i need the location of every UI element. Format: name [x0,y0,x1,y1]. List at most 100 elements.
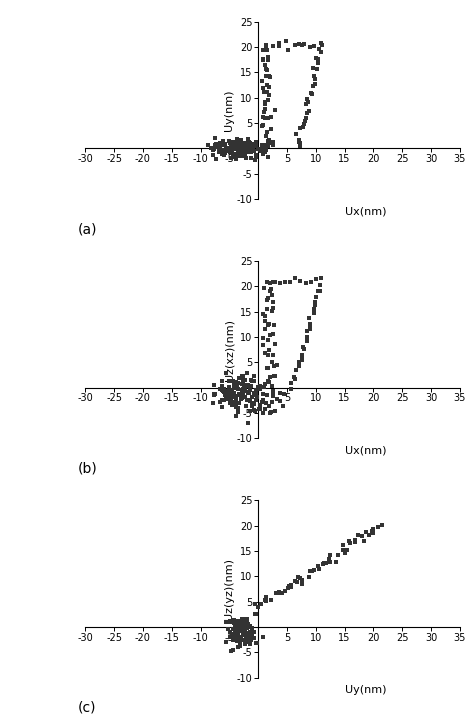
Point [235,398,243,410]
Point [234,143,242,154]
Point [292,128,300,140]
Point [264,294,271,306]
Point [256,144,264,156]
Point [281,276,289,288]
Point [295,136,303,148]
Point [258,381,265,393]
Point [243,143,250,155]
Point [264,350,272,361]
Point [237,147,244,159]
Point [305,105,312,117]
Point [299,574,306,585]
Point [245,146,253,158]
Point [260,82,267,94]
Point [207,142,215,154]
Point [276,387,283,399]
Point [222,636,229,647]
Point [250,146,257,157]
Point [241,623,248,634]
Point [264,94,272,106]
Point [231,143,239,154]
Point [262,39,270,50]
Point [241,628,249,640]
Point [241,627,248,639]
Point [229,634,237,646]
Point [276,396,284,407]
Point [244,379,252,390]
Point [235,144,243,156]
Y-axis label: Uz(xz)(nm): Uz(xz)(nm) [224,319,234,381]
Point [232,410,240,421]
Point [241,385,248,397]
Point [259,309,266,320]
Point [246,138,253,149]
Point [250,145,257,156]
Point [258,139,266,151]
Point [269,306,276,317]
Point [238,614,246,625]
Point [369,527,377,539]
Point [271,277,279,288]
Point [246,621,254,632]
Point [228,136,236,148]
Point [236,624,244,636]
Point [222,616,229,628]
Point [269,390,276,402]
Point [317,280,324,291]
Point [276,40,283,51]
Point [316,286,324,297]
Point [259,54,267,66]
Point [225,143,232,155]
Point [238,379,246,390]
Point [234,397,241,409]
Point [314,286,322,297]
Point [294,571,301,583]
Point [296,572,304,584]
Point [296,123,304,134]
Point [306,323,314,335]
Point [222,389,229,401]
Point [374,521,382,533]
Point [266,134,273,146]
Point [298,40,306,51]
Point [233,150,241,162]
Point [246,143,254,155]
Point [240,143,248,155]
Point [219,385,226,397]
Point [270,302,277,314]
Point [253,394,260,405]
Point [247,152,255,164]
Point [227,392,235,404]
Point [234,628,241,640]
Point [295,135,303,146]
Point [292,273,299,284]
Point [239,141,247,153]
Point [263,131,270,142]
Point [240,373,247,384]
Point [239,613,246,624]
Point [264,64,271,76]
Point [251,609,258,620]
Point [219,401,226,412]
Point [287,581,295,593]
Point [266,329,274,341]
Point [262,324,269,335]
Point [263,143,270,155]
Point [303,107,310,119]
Point [259,45,266,56]
Point [212,153,220,164]
Point [259,394,267,406]
Point [297,275,304,286]
Point [232,390,240,402]
Point [263,141,270,153]
Point [244,138,252,150]
Point [263,276,271,288]
Point [226,397,234,409]
Point [238,619,246,631]
Point [246,394,254,405]
Point [229,151,237,163]
Point [246,639,254,650]
Point [264,112,272,124]
Point [267,112,274,123]
Point [240,621,248,632]
